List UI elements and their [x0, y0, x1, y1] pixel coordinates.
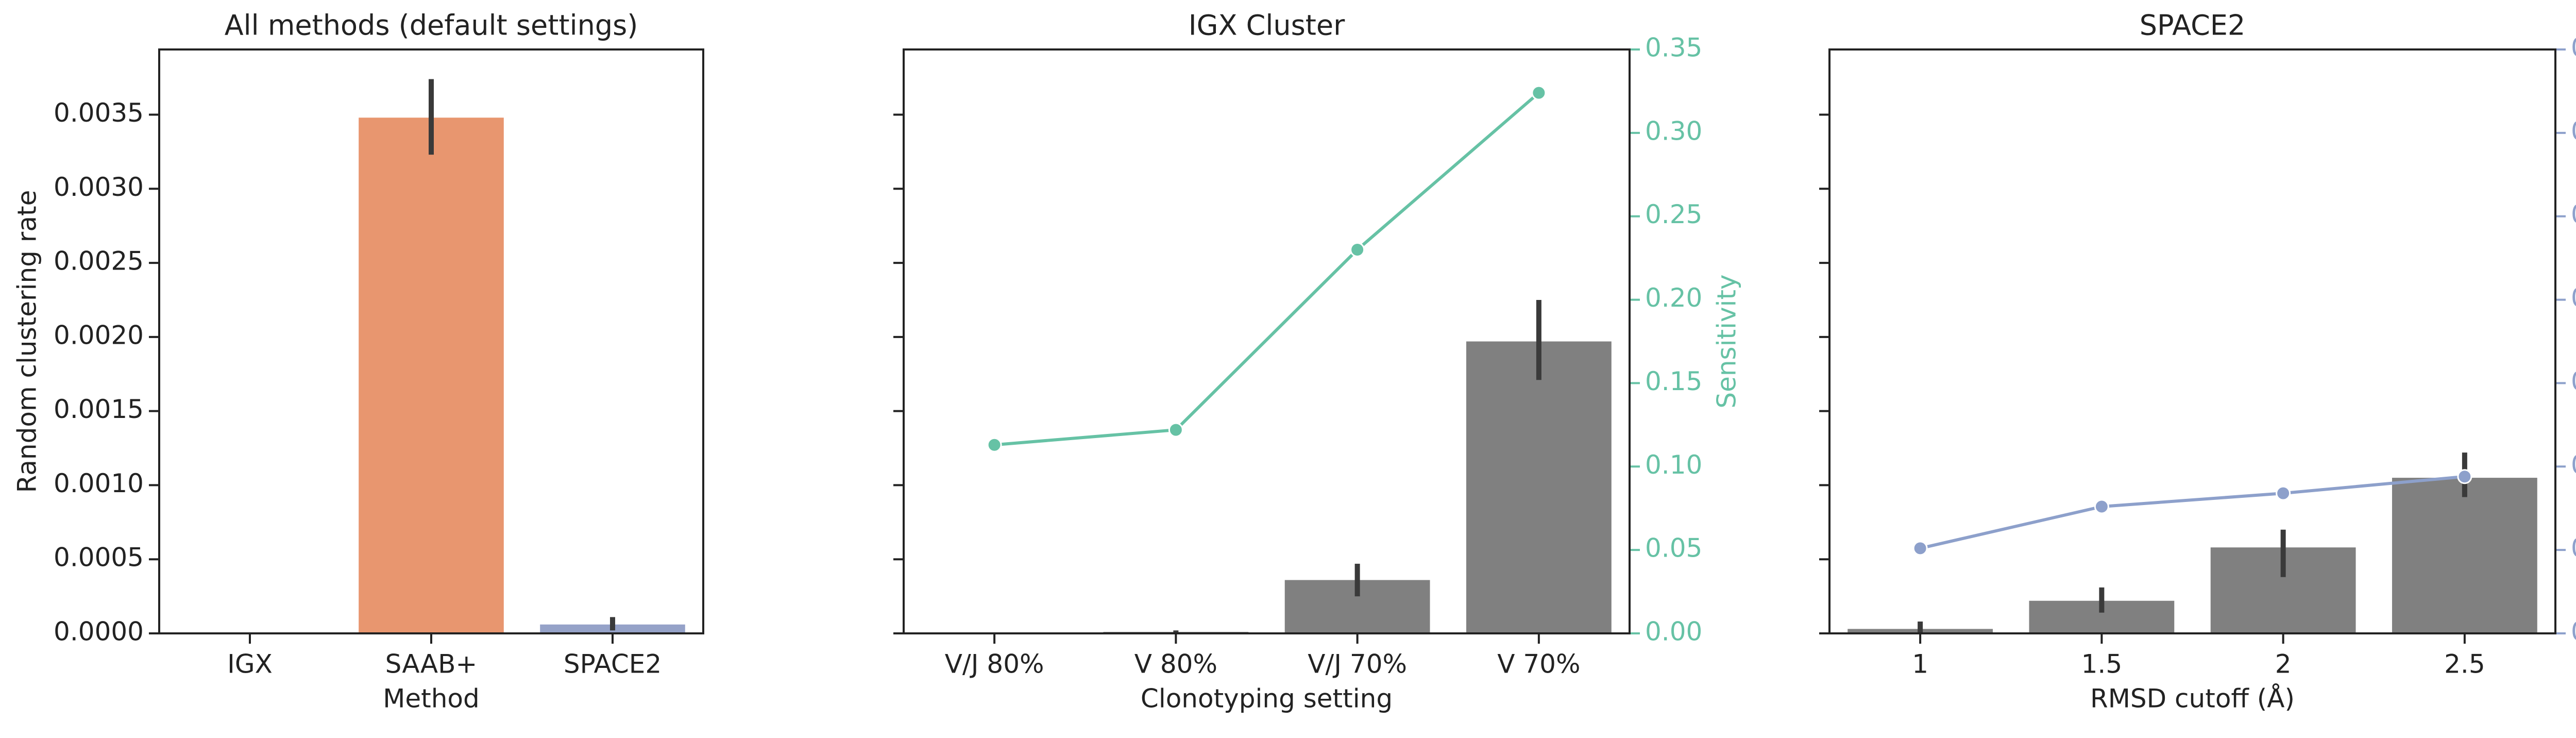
axes-frame: [158, 48, 704, 634]
sensitivity-point: [1531, 85, 1547, 100]
y2-tick-label: 0.30: [2571, 116, 2576, 146]
sensitivity-point: [1350, 242, 1365, 257]
y2-tick-label: 0.05: [1645, 533, 1702, 563]
x-tick-label: V/J 70%: [1308, 649, 1407, 679]
y2-tick-label: 0.10: [1645, 450, 1702, 480]
x-axis-label: Method: [383, 684, 480, 714]
sensitivity-point: [2276, 485, 2291, 501]
sensitivity-point: [1168, 422, 1183, 438]
sensitivity-line: [994, 91, 1540, 447]
y2-tick-label: 0.25: [1645, 199, 1702, 229]
y2-tick-label: 0.10: [2571, 450, 2576, 480]
y2-tick-label: 0.20: [2571, 283, 2576, 313]
x-tick-label: V 80%: [1134, 649, 1217, 679]
sensitivity-point: [987, 437, 1002, 452]
x-tick-label: V 70%: [1497, 649, 1580, 679]
bar: [2392, 478, 2537, 633]
y-tick-label: 0.0025: [54, 246, 144, 276]
y2-tick-label: 0.15: [2571, 366, 2576, 396]
y2-tick-label: 0.00: [1645, 617, 1702, 647]
panel-title: IGX Cluster: [1189, 9, 1345, 42]
y-tick-label: 0.0005: [54, 543, 144, 573]
x-tick-label: IGX: [227, 649, 273, 679]
x-tick-label: SAAB+: [385, 649, 478, 679]
y2-tick-label: 0.35: [2571, 33, 2576, 63]
x-tick-label: SPACE2: [564, 649, 662, 679]
y-tick-label: 0.0030: [54, 172, 144, 202]
x-axis-label: Clonotyping setting: [1141, 684, 1393, 714]
y-tick-label: 0.0010: [54, 468, 144, 498]
bar: [1466, 341, 1612, 633]
sensitivity-point: [2457, 469, 2472, 484]
axes-frame: [1828, 48, 2556, 634]
x-tick-label: V/J 80%: [945, 649, 1044, 679]
y-tick-label: 0.0015: [54, 394, 144, 424]
bar: [359, 118, 504, 634]
sensitivity-line: [1920, 475, 2465, 550]
x-tick-label: 1: [1912, 649, 1928, 679]
y2-tick-label: 0.25: [2571, 199, 2576, 229]
x-tick-label: 2.5: [2444, 649, 2485, 679]
sensitivity-point: [2094, 499, 2109, 514]
y2-tick-label: 0.05: [2571, 533, 2576, 563]
panel-title: All methods (default settings): [225, 9, 638, 42]
sensitivity-point: [1912, 541, 1928, 556]
y-axis-label: Random clustering rate: [12, 190, 42, 493]
x-tick-label: 1.5: [2081, 649, 2123, 679]
y-tick-label: 0.0020: [54, 320, 144, 350]
x-tick-label: 2: [2275, 649, 2292, 679]
x-axis-label: RMSD cutoff (Å): [2090, 684, 2295, 714]
y-tick-label: 0.0000: [54, 617, 144, 647]
y2-tick-label: 0.20: [1645, 283, 1702, 313]
y2-axis-label: Sensitivity: [1712, 274, 1742, 408]
y2-tick-label: 0.30: [1645, 116, 1702, 146]
y2-tick-label: 0.35: [1645, 33, 1702, 63]
y-tick-label: 0.0035: [54, 98, 144, 128]
y2-tick-label: 0.00: [2571, 617, 2576, 647]
y2-tick-label: 0.15: [1645, 366, 1702, 396]
axes-frame: [903, 48, 1631, 634]
panel-title: SPACE2: [2140, 9, 2246, 42]
